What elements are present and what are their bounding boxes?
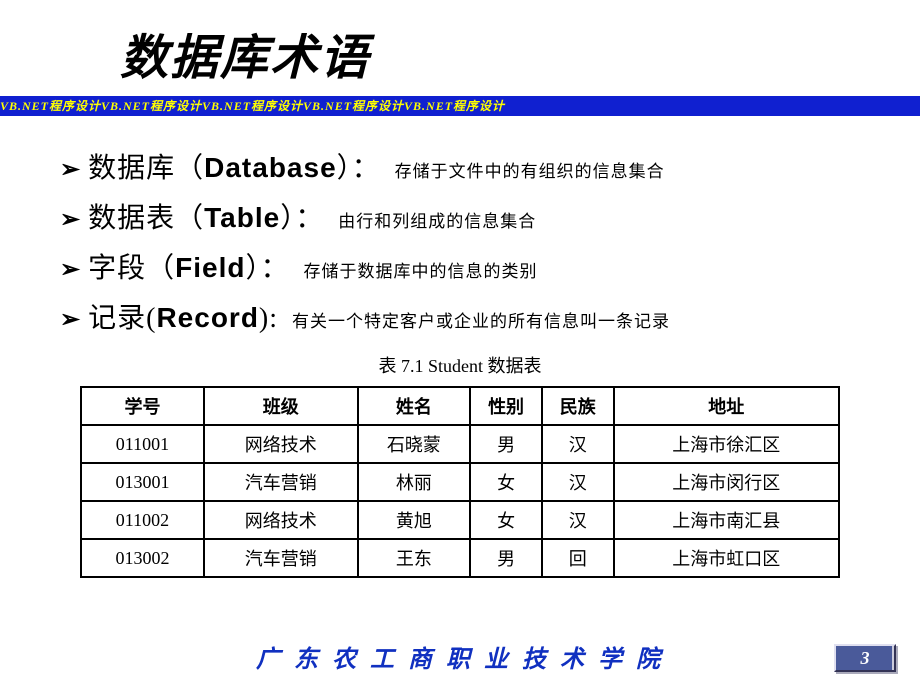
cell: 汽车营销 <box>204 463 358 501</box>
banner-strip: VB.NET程序设计VB.NET程序设计VB.NET程序设计VB.NET程序设计… <box>0 96 920 116</box>
col-header: 民族 <box>542 387 614 425</box>
cell: 汉 <box>542 463 614 501</box>
chevron-icon: ➢ <box>60 205 80 234</box>
table-row: 011002 网络技术 黄旭 女 汉 上海市南汇县 <box>81 501 839 539</box>
cell: 女 <box>470 501 542 539</box>
paren-close: ): <box>259 303 278 334</box>
bullet-list: ➢ 数据库（Database）： 存储于文件中的有组织的信息集合 ➢ 数据表（T… <box>0 116 920 336</box>
table-body: 011001 网络技术 石晓蒙 男 汉 上海市徐汇区 013001 汽车营销 林… <box>81 425 839 577</box>
cell: 013001 <box>81 463 204 501</box>
table-header: 学号 班级 姓名 性别 民族 地址 <box>81 387 839 425</box>
term-en: Field <box>175 252 245 283</box>
table-header-row: 学号 班级 姓名 性别 民族 地址 <box>81 387 839 425</box>
cell: 男 <box>470 425 542 463</box>
cell: 林丽 <box>358 463 471 501</box>
paren-open: （ <box>146 253 175 284</box>
cell: 011001 <box>81 425 204 463</box>
paren-close: ）： <box>280 203 324 234</box>
term-cn: 数据表 <box>88 203 175 234</box>
cell: 男 <box>470 539 542 577</box>
term-text: 记录(Record): <box>88 296 278 336</box>
bullet-item: ➢ 数据库（Database）： 存储于文件中的有组织的信息集合 <box>60 146 880 186</box>
cell: 石晓蒙 <box>358 425 471 463</box>
cell: 上海市南汇县 <box>614 501 839 539</box>
cell: 汉 <box>542 501 614 539</box>
footer-text: 广 东 农 工 商 职 业 技 术 学 院 <box>256 639 664 674</box>
cell: 上海市徐汇区 <box>614 425 839 463</box>
table-row: 011001 网络技术 石晓蒙 男 汉 上海市徐汇区 <box>81 425 839 463</box>
cell: 黄旭 <box>358 501 471 539</box>
term-desc: 存储于文件中的有组织的信息集合 <box>395 157 665 182</box>
cell: 汉 <box>542 425 614 463</box>
table-caption: 表 7.1 Student 数据表 <box>0 352 920 378</box>
term-desc: 有关一个特定客户或企业的所有信息叫一条记录 <box>292 307 670 332</box>
cell: 王东 <box>358 539 471 577</box>
slide-title: 数据库术语 <box>0 0 920 88</box>
footer: 广 东 农 工 商 职 业 技 术 学 院 <box>0 639 920 674</box>
term-desc: 由行和列组成的信息集合 <box>338 207 536 232</box>
student-table: 学号 班级 姓名 性别 民族 地址 011001 网络技术 石晓蒙 男 汉 上海… <box>80 386 840 578</box>
cell: 013002 <box>81 539 204 577</box>
col-header: 性别 <box>470 387 542 425</box>
paren-open: ( <box>146 303 156 334</box>
bullet-item: ➢ 字段（Field）： 存储于数据库中的信息的类别 <box>60 246 880 286</box>
bullet-item: ➢ 数据表（Table）： 由行和列组成的信息集合 <box>60 196 880 236</box>
chevron-icon: ➢ <box>60 305 80 334</box>
term-cn: 数据库 <box>88 153 175 184</box>
paren-close: ）： <box>245 253 289 284</box>
cell: 汽车营销 <box>204 539 358 577</box>
table-row: 013002 汽车营销 王东 男 回 上海市虹口区 <box>81 539 839 577</box>
term-en: Record <box>156 302 258 333</box>
cell: 011002 <box>81 501 204 539</box>
cell: 网络技术 <box>204 501 358 539</box>
term-text: 数据库（Database）： <box>88 146 381 186</box>
col-header: 姓名 <box>358 387 471 425</box>
paren-open: （ <box>175 153 204 184</box>
cell: 女 <box>470 463 542 501</box>
paren-close: ）： <box>337 153 381 184</box>
term-cn: 记录 <box>88 303 146 334</box>
paren-open: （ <box>175 203 204 234</box>
term-text: 字段（Field）： <box>88 246 289 286</box>
cell: 回 <box>542 539 614 577</box>
col-header: 地址 <box>614 387 839 425</box>
cell: 上海市虹口区 <box>614 539 839 577</box>
term-en: Database <box>204 152 337 183</box>
term-text: 数据表（Table）： <box>88 196 324 236</box>
col-header: 班级 <box>204 387 358 425</box>
term-en: Table <box>204 202 280 233</box>
cell: 上海市闵行区 <box>614 463 839 501</box>
table-row: 013001 汽车营销 林丽 女 汉 上海市闵行区 <box>81 463 839 501</box>
chevron-icon: ➢ <box>60 155 80 184</box>
bullet-item: ➢ 记录(Record): 有关一个特定客户或企业的所有信息叫一条记录 <box>60 296 880 336</box>
term-cn: 字段 <box>88 253 146 284</box>
term-desc: 存储于数据库中的信息的类别 <box>304 257 538 282</box>
page-number-badge: 3 <box>834 644 896 672</box>
cell: 网络技术 <box>204 425 358 463</box>
col-header: 学号 <box>81 387 204 425</box>
chevron-icon: ➢ <box>60 255 80 284</box>
